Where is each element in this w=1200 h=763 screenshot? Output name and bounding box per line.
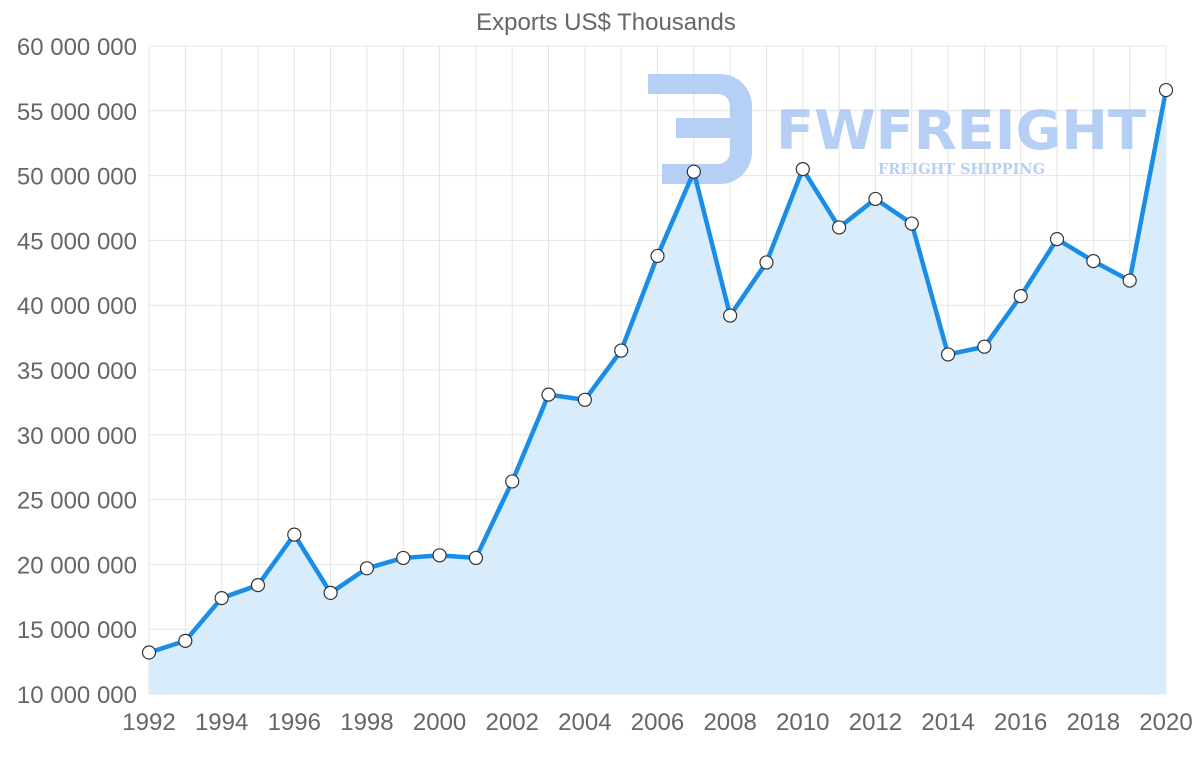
data-point[interactable]: 2004: 32700000 bbox=[577, 392, 592, 407]
x-tick-label: 2006 bbox=[631, 709, 684, 736]
series-points-layer: 1992: 13200000 1993: 14100000 1994: 174000… bbox=[141, 82, 1174, 660]
y-tick-label: 50 000 000 bbox=[17, 164, 137, 191]
data-point[interactable]: 2015: 36800000 bbox=[977, 339, 992, 354]
y-axis-ticks: 10 000 000 15 000 000 20 000 000 25 000 000… bbox=[17, 34, 137, 709]
data-point[interactable]: 2001: 20500000 bbox=[468, 550, 483, 566]
x-tick-label: 2010 bbox=[776, 709, 829, 736]
x-tick-label: 2000 bbox=[413, 709, 466, 736]
data-point[interactable]: 2016: 40700000 bbox=[1013, 289, 1028, 304]
data-point[interactable]: 2010: 50500000 bbox=[795, 162, 810, 177]
y-tick-label: 25 000 000 bbox=[17, 488, 137, 515]
data-point[interactable]: 2006: 43800000 bbox=[650, 248, 665, 264]
fwfreight-logo-icon bbox=[648, 74, 752, 184]
watermark-brand: FWFREIGHT bbox=[776, 99, 1146, 162]
y-tick-label: 20 000 000 bbox=[17, 552, 137, 579]
data-point[interactable]: 2020: 56600000 bbox=[1158, 82, 1174, 98]
data-point[interactable]: 2005: 36500000 bbox=[614, 343, 629, 358]
x-tick-label: 2018 bbox=[1067, 709, 1120, 736]
y-tick-label: 35 000 000 bbox=[17, 358, 137, 385]
chart-title: Exports US$ Thousands bbox=[476, 9, 736, 36]
y-tick-label: 10 000 000 bbox=[17, 682, 137, 709]
y-tick-label: 60 000 000 bbox=[17, 34, 137, 61]
x-tick-label: 1996 bbox=[268, 709, 321, 736]
data-point[interactable]: 1994: 17400000 bbox=[214, 590, 229, 606]
x-tick-label: 1992 bbox=[122, 709, 175, 736]
data-point[interactable]: 2011: 46000000 bbox=[832, 220, 847, 235]
data-point[interactable]: 1995: 18400000 bbox=[250, 578, 266, 593]
area-fill-layer bbox=[149, 90, 1166, 694]
data-point[interactable]: 2002: 26400000 bbox=[505, 474, 520, 489]
data-point[interactable]: 2003: 33100000 bbox=[541, 387, 556, 402]
data-point[interactable]: 1997: 17800000 bbox=[323, 585, 338, 601]
data-point[interactable]: 1999: 20500000 bbox=[396, 550, 411, 566]
y-tick-label: 40 000 000 bbox=[17, 293, 137, 320]
x-tick-label: 1994 bbox=[195, 709, 248, 736]
x-tick-label: 2016 bbox=[994, 709, 1047, 736]
x-tick-label: 2002 bbox=[486, 709, 539, 736]
data-point[interactable]: 1993: 14100000 bbox=[178, 633, 193, 648]
data-point[interactable]: 2008: 39200000 bbox=[723, 308, 738, 323]
data-point[interactable]: 2019: 41900000 bbox=[1122, 273, 1137, 288]
y-tick-label: 30 000 000 bbox=[17, 423, 137, 450]
y-tick-label: 15 000 000 bbox=[17, 617, 137, 644]
fwfreight-watermark: FWFREIGHT FREIGHT SHIPPING bbox=[648, 74, 1146, 184]
y-tick-label: 55 000 000 bbox=[17, 99, 137, 126]
series-area bbox=[149, 90, 1166, 694]
y-tick-label: 45 000 000 bbox=[17, 228, 137, 255]
data-point[interactable]: 1996: 22300000 bbox=[287, 527, 302, 542]
data-point[interactable]: 2000: 20700000 bbox=[432, 548, 447, 563]
x-tick-label: 2020 bbox=[1139, 709, 1192, 736]
data-point[interactable]: 2013: 46300000 bbox=[904, 216, 919, 231]
x-tick-label: 1998 bbox=[340, 709, 393, 736]
watermark-tagline: FREIGHT SHIPPING bbox=[878, 160, 1045, 178]
x-tick-label: 2008 bbox=[703, 709, 756, 736]
data-point[interactable]: 2007: 50300000 bbox=[686, 164, 701, 179]
x-tick-label: 2014 bbox=[921, 709, 974, 736]
x-tick-label: 2012 bbox=[849, 709, 902, 736]
x-tick-label: 2004 bbox=[558, 709, 611, 736]
data-point[interactable]: 2009: 43300000 bbox=[759, 255, 774, 270]
data-point[interactable]: 2014: 36200000 bbox=[940, 347, 956, 362]
data-point[interactable]: 2017: 45100000 bbox=[1049, 232, 1065, 247]
x-axis-ticks: 1992 1994 1996 1998 2000 2002 2004 2006 2008 2010… bbox=[122, 709, 1192, 736]
data-point[interactable]: 1992: 13200000 bbox=[141, 645, 157, 660]
data-point[interactable]: 2012: 48200000 bbox=[868, 191, 883, 207]
data-point[interactable]: 1998: 19700000 bbox=[359, 561, 375, 576]
data-point[interactable]: 2018: 43400000 bbox=[1086, 254, 1101, 269]
